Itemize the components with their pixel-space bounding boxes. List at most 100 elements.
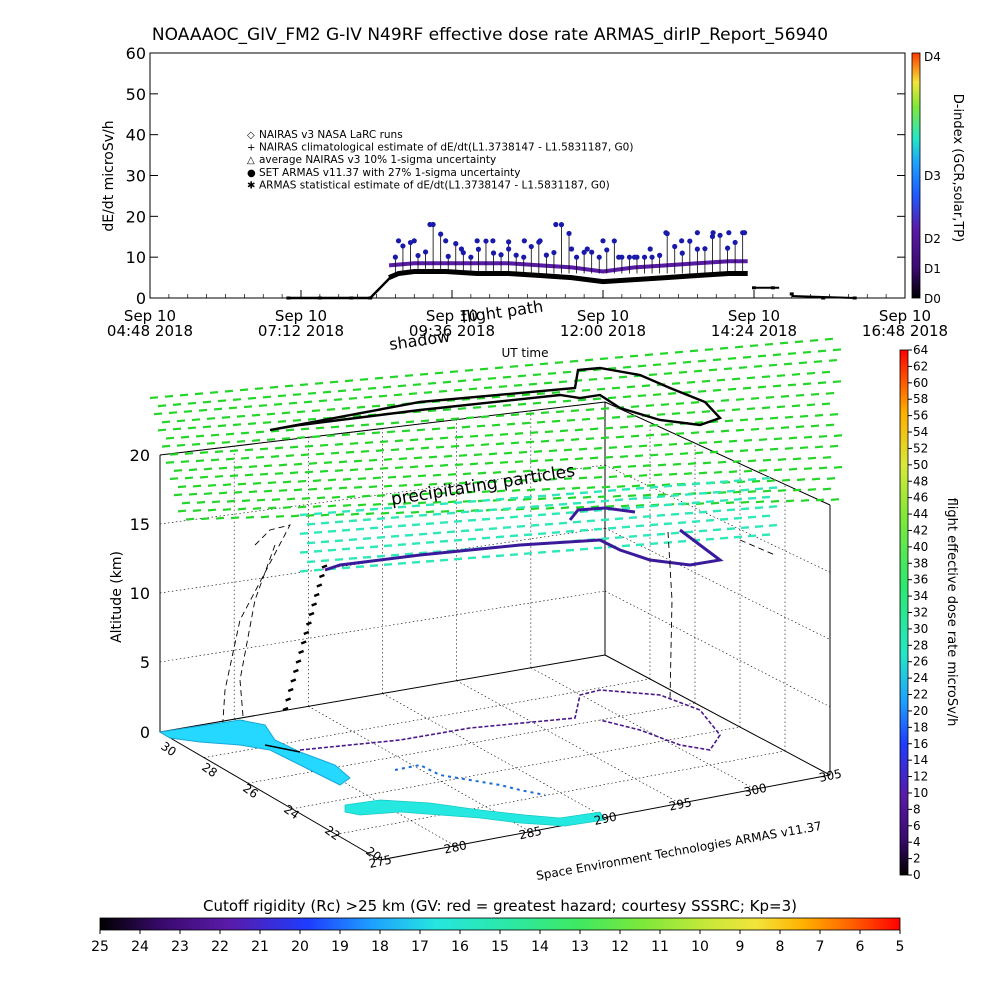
- particle-dash-lower: [663, 503, 673, 507]
- rc-tick-label: 8: [776, 939, 785, 955]
- projection-line-right2: [739, 539, 776, 556]
- particle-dash: [622, 365, 632, 369]
- rc-tick-label: 18: [371, 939, 389, 955]
- climb-line: [369, 274, 394, 299]
- particle-dash: [536, 420, 546, 424]
- particle-dash: [245, 515, 255, 519]
- particle-dash-lower: [453, 501, 463, 505]
- particle-dash: [668, 472, 678, 476]
- particle-dash-lower: [726, 527, 736, 531]
- particle-dash: [698, 471, 708, 475]
- particle-dash: [749, 344, 759, 348]
- particle-dash: [274, 472, 284, 475]
- rc-tick-label: 7: [816, 939, 825, 955]
- particle-dash: [192, 484, 202, 488]
- particle-dash: [668, 442, 678, 446]
- particle-dash-lower: [488, 508, 498, 512]
- particle-dash-lower: [607, 489, 617, 492]
- particle-dash: [829, 413, 839, 416]
- particle-dash: [348, 396, 358, 400]
- particle-dash: [311, 435, 321, 439]
- particle-dash: [810, 424, 820, 428]
- particle-dash: [695, 502, 705, 506]
- particle-dash: [627, 464, 637, 468]
- dose-tick-label: 0: [913, 868, 921, 882]
- rc-tick-label: 14: [531, 939, 549, 955]
- particle-dash-lower: [446, 530, 456, 534]
- armas-peak-point: [411, 238, 417, 244]
- particle-dash: [720, 429, 730, 433]
- particle-dash-lower: [530, 505, 540, 508]
- particle-dash-lower: [691, 501, 701, 505]
- particle-dash-lower: [600, 499, 610, 503]
- particle-dash: [713, 470, 723, 474]
- particle-dash-lower: [621, 506, 631, 510]
- dose-tick-label: 8: [913, 802, 921, 816]
- particle-dash: [518, 479, 528, 482]
- particle-dash: [582, 495, 592, 499]
- particle-dash: [420, 419, 430, 423]
- particle-dash: [704, 348, 714, 351]
- particle-dash: [282, 480, 292, 484]
- dose-tick-label: 4: [913, 835, 921, 849]
- particle-dash: [207, 508, 217, 512]
- particle-dash-lower: [474, 528, 484, 532]
- particle-dash: [529, 431, 539, 435]
- longitude-tick-label: 275: [368, 852, 393, 870]
- particle-dash: [368, 458, 378, 462]
- particle-dash: [667, 362, 677, 365]
- particle-dash: [787, 383, 797, 387]
- particle-dash: [754, 417, 764, 421]
- particle-dash-lower: [565, 529, 575, 533]
- particle-dash: [686, 380, 696, 384]
- x-tick-label-line2: 12:00 2018: [560, 322, 646, 340]
- particle-dash: [799, 446, 809, 450]
- rc-tick-label: 10: [691, 939, 709, 955]
- particle-dash: [262, 395, 272, 399]
- x-tick-label-line2: 16:48 2018: [862, 322, 948, 340]
- particle-dash-lower: [614, 498, 624, 502]
- particle-dash: [566, 389, 576, 393]
- particle-dash: [431, 427, 441, 431]
- longitude-tick-label: 305: [818, 766, 843, 784]
- particle-dash: [232, 423, 242, 427]
- particle-dash-lower: [719, 517, 729, 521]
- particle-dash: [525, 440, 535, 444]
- climb-dash: [295, 659, 302, 664]
- particle-dash: [401, 429, 411, 433]
- particle-dash: [248, 465, 258, 469]
- particle-dash: [335, 513, 345, 517]
- particle-dash: [567, 467, 577, 471]
- particle-dash-lower: [719, 536, 729, 540]
- particle-dash-lower: [306, 522, 316, 526]
- particle-dash: [457, 407, 467, 410]
- particle-dash: [409, 438, 419, 442]
- particle-dash-lower: [516, 524, 526, 528]
- armas-peak-point: [741, 230, 748, 236]
- particle-dash: [229, 474, 239, 478]
- particle-dash-lower: [334, 539, 344, 543]
- particle-dash-lower: [502, 526, 512, 529]
- particle-dash: [507, 498, 517, 502]
- rc-tick-label: 22: [211, 939, 229, 955]
- timeseries-y-ticks: 0 10 20 30 40 50 60: [126, 44, 905, 308]
- particle-dash: [694, 451, 704, 455]
- particle-dash-lower: [579, 491, 589, 495]
- flight-ground-start: [264, 744, 301, 753]
- particle-dash: [671, 412, 681, 415]
- particle-dash-lower: [467, 518, 477, 522]
- d-index-tick-label: D4: [924, 50, 941, 64]
- particle-dash: [664, 422, 674, 426]
- particle-dash: [683, 442, 693, 446]
- particle-dash-lower: [761, 495, 771, 499]
- particle-dash: [574, 428, 584, 432]
- particle-dash: [164, 394, 174, 398]
- armas-point: [490, 250, 497, 256]
- particle-dash-lower: [677, 521, 687, 525]
- particle-dash: [425, 510, 435, 514]
- particle-dash-lower: [565, 511, 575, 515]
- x-tick-label-line1: Sep 10: [879, 307, 931, 325]
- particle-dash: [225, 432, 235, 436]
- particle-dash: [350, 512, 360, 516]
- armas-peak-point: [443, 238, 449, 244]
